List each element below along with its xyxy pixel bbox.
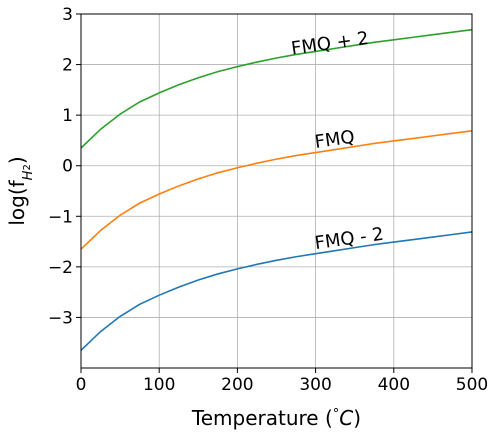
x-axis-label-unit: C — [339, 406, 353, 430]
x-axis-label-text: Temperature ( — [191, 406, 333, 430]
y-tick-label: 3 — [62, 5, 73, 25]
y-axis-label-subsubscript: 2 — [22, 164, 33, 170]
y-axis-label: log(fH2) — [5, 156, 36, 225]
y-tick-label: 2 — [62, 56, 73, 76]
y-tick-label: 0 — [62, 157, 73, 177]
annotations: FMQ + 2 FMQ FMQ - 2 — [290, 28, 385, 254]
y-axis-label-close: ) — [5, 156, 29, 164]
plot-frame — [80, 13, 473, 369]
x-tick-label: 500 — [456, 375, 488, 395]
series-lines — [80, 28, 473, 351]
y-tick-label: −3 — [48, 308, 73, 328]
x-tick-label: 200 — [221, 375, 253, 395]
x-tick-label: 100 — [143, 375, 175, 395]
grid — [80, 13, 473, 368]
x-axis-label-degree: ° — [333, 407, 340, 422]
y-tick-label: −2 — [48, 258, 73, 278]
y-axis-label-subscript: H — [21, 170, 36, 180]
y-tick-label: −1 — [48, 207, 73, 227]
x-tick-label: 300 — [299, 375, 331, 395]
series-line-3 — [80, 231, 473, 351]
annotation-label: FMQ + 2 — [290, 28, 370, 60]
x-tick-label: 0 — [76, 375, 87, 395]
x-axis-label-close: ) — [353, 406, 361, 430]
annotation-label: FMQ - 2 — [313, 224, 385, 254]
series-line-1 — [80, 28, 473, 149]
y-axis-label-text: log(f — [5, 179, 29, 225]
y-tick-label: 1 — [62, 106, 73, 126]
x-axis-label: Temperature (°C) — [191, 406, 361, 430]
annotation-label: FMQ — [313, 127, 356, 153]
axis-ticks: 0 100 200 300 400 500 −3 −2 −1 0 1 2 3 — [48, 5, 488, 395]
series-line-2 — [80, 130, 473, 250]
x-tick-label: 400 — [378, 375, 410, 395]
